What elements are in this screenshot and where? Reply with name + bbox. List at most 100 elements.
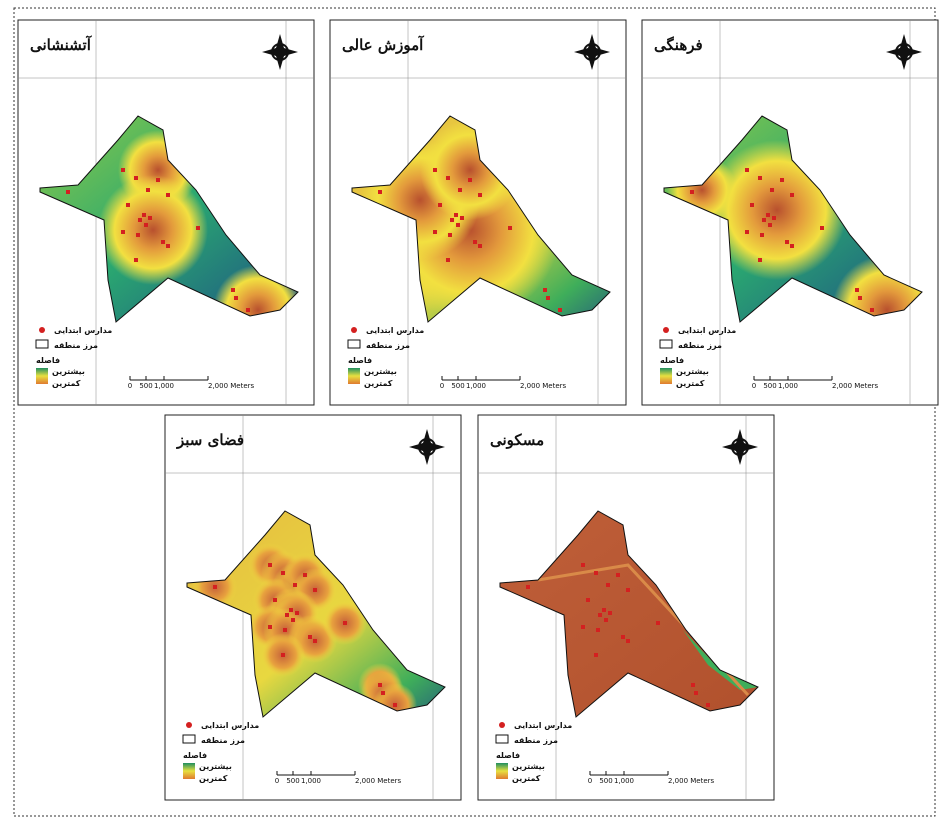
legend-label: فاصله — [36, 356, 60, 365]
north-arrow — [574, 34, 610, 70]
school — [760, 233, 764, 237]
panel-frame — [17, 19, 315, 406]
legend-label: مرز منطقه — [678, 341, 722, 350]
legend-label: کمترین — [364, 379, 393, 388]
school — [246, 308, 250, 312]
school — [438, 203, 442, 207]
north-arrow — [886, 34, 922, 70]
legend-school — [663, 327, 669, 333]
school — [454, 213, 458, 217]
school — [136, 233, 140, 237]
legend-school — [351, 327, 357, 333]
school — [308, 635, 312, 639]
school — [770, 188, 774, 192]
map-panel: فرهنگی مدارس ابتدایی مرز منطقه فاصله بیشترین… — [641, 19, 939, 406]
school — [762, 218, 766, 222]
legend-ramp — [348, 368, 360, 384]
school — [303, 573, 307, 577]
north-ring — [583, 43, 601, 61]
school — [543, 288, 547, 292]
school — [594, 653, 598, 657]
school — [281, 571, 285, 575]
school — [450, 218, 454, 222]
school — [393, 703, 397, 707]
scale-label: 1,000 — [301, 777, 321, 785]
map-panel: مسکونی مدارس ابتدایی مرز منطقه فاصله بیشترین… — [477, 414, 775, 801]
legend-label: فاصله — [348, 356, 372, 365]
panel-title: آموزش عالی — [342, 35, 425, 54]
scale-label: 0 — [275, 777, 279, 785]
school — [690, 190, 694, 194]
legend-boundary — [495, 734, 509, 744]
school — [598, 613, 602, 617]
school — [156, 178, 160, 182]
legend-school — [186, 722, 192, 728]
legend-label: فاصله — [183, 751, 207, 760]
school — [758, 258, 762, 262]
legend-label: مدارس ابتدایی — [54, 326, 112, 336]
school — [656, 621, 660, 625]
school — [126, 203, 130, 207]
school — [381, 691, 385, 695]
school — [596, 628, 600, 632]
school — [134, 258, 138, 262]
school — [790, 193, 794, 197]
scale-label: 0 — [588, 777, 592, 785]
hotspot — [213, 265, 298, 322]
school — [313, 588, 317, 592]
school — [526, 585, 530, 589]
north-arrow — [722, 429, 758, 465]
legend-label: بیشترین — [52, 367, 85, 376]
boundary — [663, 115, 923, 323]
scale-label: 500 — [286, 777, 299, 785]
legend-label: کمترین — [52, 379, 81, 388]
school — [768, 223, 772, 227]
school — [138, 218, 142, 222]
north-ring — [271, 43, 289, 61]
scale-label: 500 — [451, 382, 464, 390]
scale-label: 1,000 — [154, 382, 174, 390]
school — [772, 216, 776, 220]
legend-school — [499, 722, 505, 728]
scale-label: 2,000 Meters — [668, 777, 715, 785]
legend-label: فاصله — [660, 356, 684, 365]
school — [606, 583, 610, 587]
school — [581, 563, 585, 567]
school — [785, 240, 789, 244]
school — [213, 585, 217, 589]
scale-label: 0 — [440, 382, 444, 390]
school — [558, 308, 562, 312]
school — [161, 240, 165, 244]
panel-title: فضای سبز — [176, 431, 244, 449]
school — [166, 244, 170, 248]
map-panel: آموزش عالی مدارس ابتدایی مرز منطقه فاصله بیش… — [329, 19, 627, 406]
boundary — [186, 510, 446, 718]
school — [433, 168, 437, 172]
scale-label: 2,000 Meters — [832, 382, 879, 390]
school — [134, 176, 138, 180]
school — [780, 178, 784, 182]
legend-label: کمترین — [199, 774, 228, 783]
school — [448, 233, 452, 237]
legend-label: مدارس ابتدایی — [514, 721, 572, 731]
school — [66, 190, 70, 194]
panel-title: مسکونی — [490, 431, 544, 449]
legend-ramp — [36, 368, 48, 384]
north-ring — [731, 438, 749, 456]
school — [289, 608, 293, 612]
legend-label: مرز منطقه — [366, 341, 410, 350]
school — [446, 176, 450, 180]
school — [295, 611, 299, 615]
legend-ramp — [660, 368, 672, 384]
legend-label: کمترین — [676, 379, 705, 388]
school — [142, 213, 146, 217]
north-arrow — [262, 34, 298, 70]
school — [291, 618, 295, 622]
school — [608, 611, 612, 615]
school — [281, 653, 285, 657]
legend-boundary — [35, 339, 49, 349]
school — [121, 230, 125, 234]
legend-boundary — [182, 734, 196, 744]
legend-label: مرز منطقه — [514, 736, 558, 745]
school — [621, 635, 625, 639]
